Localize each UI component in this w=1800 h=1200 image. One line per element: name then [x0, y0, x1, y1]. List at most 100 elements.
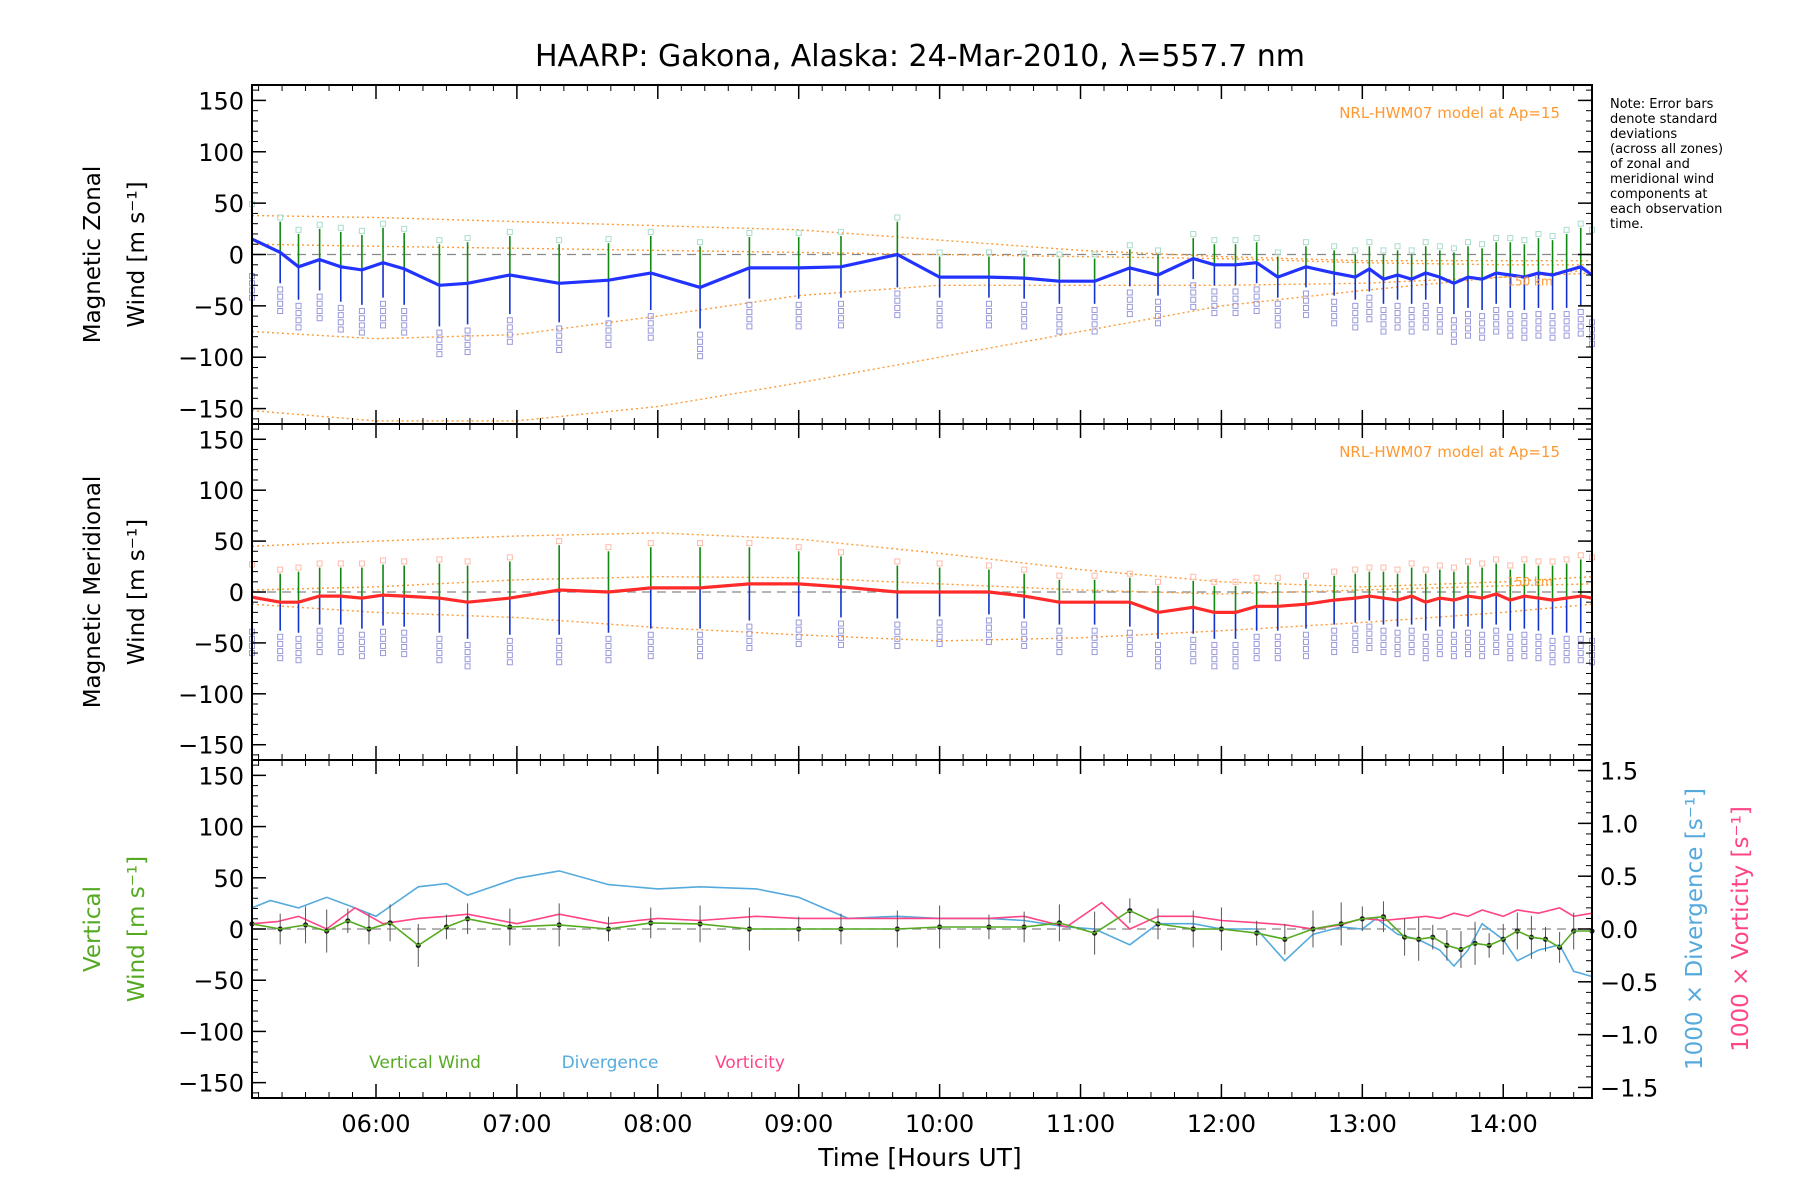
zone-sample — [605, 544, 612, 551]
zone-sample — [1493, 556, 1500, 563]
zone-sample — [1155, 641, 1162, 648]
zone-sample — [647, 646, 654, 653]
zone-sample — [1302, 646, 1309, 653]
zone-sample — [1577, 642, 1584, 649]
zone-sample — [1521, 653, 1528, 660]
zone-sample — [1352, 302, 1359, 309]
zone-sample — [1394, 302, 1401, 309]
zone-sample — [1253, 574, 1260, 581]
zone-sample — [1535, 318, 1542, 325]
zone-sample — [1549, 558, 1556, 565]
zone-sample — [277, 300, 284, 307]
zone-sample — [337, 641, 344, 648]
zone-sample — [1394, 317, 1401, 324]
zone-sample — [1190, 303, 1197, 310]
zone-sample — [1394, 324, 1401, 331]
zone-sample — [1450, 324, 1457, 331]
zone-sample — [605, 642, 612, 649]
zone-sample — [1232, 237, 1239, 244]
zone-sample — [1450, 338, 1457, 345]
zone-sample — [1408, 321, 1415, 328]
zone-sample — [1479, 320, 1486, 327]
zone-sample — [1352, 639, 1359, 646]
zone-sample — [795, 301, 802, 308]
divergence-axis-label-text: 1000 × Divergence [s⁻¹] — [1682, 788, 1708, 1070]
y-tick-label: 150 — [198, 426, 244, 454]
zone-sample — [1380, 314, 1387, 321]
zone-sample — [1493, 314, 1500, 321]
zone-sample — [1507, 235, 1514, 242]
zone-sample — [506, 228, 513, 235]
x-tick-label: 08:00 — [623, 1110, 692, 1138]
zone-sample — [1422, 566, 1429, 573]
zone-sample — [1479, 334, 1486, 341]
y-axis-label-line: Wind [m s⁻¹] — [124, 856, 150, 1002]
zone-sample — [1521, 334, 1528, 341]
zone-sample — [1155, 313, 1162, 320]
zone-sample — [697, 338, 704, 345]
zone-sample — [1450, 646, 1457, 653]
y-tick-label-right: 1.5 — [1600, 758, 1638, 786]
zone-sample — [1211, 656, 1218, 663]
zone-sample — [1521, 313, 1528, 320]
zone-sample — [795, 323, 802, 330]
zone-sample — [380, 650, 387, 657]
zone-sample — [894, 635, 901, 642]
zone-sample — [337, 319, 344, 326]
zone-sample — [1126, 651, 1133, 658]
zone-sample — [1507, 311, 1514, 318]
zone-sample — [605, 650, 612, 657]
zone-sample — [746, 630, 753, 637]
zone-sample — [464, 334, 471, 341]
zone-sample — [1056, 306, 1063, 313]
zone-sample — [1211, 663, 1218, 670]
zone-sample — [556, 538, 563, 545]
zone-sample — [1274, 315, 1281, 322]
zone-sample — [837, 315, 844, 322]
zone-sample — [1155, 247, 1162, 254]
zone-sample — [1021, 566, 1028, 573]
zone-sample — [1366, 239, 1373, 246]
zone-sample — [746, 645, 753, 651]
zone-sample — [556, 325, 563, 332]
zone-sample — [556, 347, 563, 354]
zone-sample — [295, 302, 302, 309]
zone-sample — [1479, 327, 1486, 334]
zone-sample — [316, 560, 323, 567]
zone-sample — [1352, 647, 1359, 654]
zone-sample — [1352, 324, 1359, 331]
zone-sample — [295, 650, 302, 657]
zone-sample — [1302, 297, 1309, 304]
zone-sample — [837, 228, 844, 235]
zone-sample — [1190, 289, 1197, 296]
zone-sample — [1232, 641, 1239, 648]
zone-sample — [1577, 635, 1584, 642]
zone-sample — [1021, 642, 1028, 649]
zone-sample — [316, 293, 323, 300]
zone-sample — [464, 235, 471, 242]
zone-sample — [746, 229, 753, 236]
zone-sample — [1302, 304, 1309, 311]
zone-sample — [1232, 663, 1239, 670]
zone-sample — [697, 239, 704, 246]
zone-sample — [464, 641, 471, 648]
zone-sample — [1521, 320, 1528, 327]
zone-sample — [837, 322, 844, 329]
zone-sample — [1436, 314, 1443, 321]
zone-sample — [1422, 317, 1429, 324]
zone-sample — [1380, 247, 1387, 254]
zone-sample — [1408, 641, 1415, 648]
zone-sample — [380, 642, 387, 649]
y-tick-label: 100 — [198, 814, 244, 842]
zone-sample — [1408, 560, 1415, 567]
y-tick-label: −100 — [178, 1018, 244, 1046]
zone-sample — [1056, 641, 1063, 648]
zone-sample — [337, 634, 344, 641]
y-tick-label-right: −1.0 — [1600, 1022, 1658, 1050]
zone-sample — [1274, 655, 1281, 662]
note-line: Note: Error bars — [1610, 97, 1714, 112]
zone-sample — [936, 633, 943, 640]
zone-sample — [1126, 643, 1133, 650]
zone-sample — [1366, 630, 1373, 637]
zone-sample — [746, 540, 753, 547]
